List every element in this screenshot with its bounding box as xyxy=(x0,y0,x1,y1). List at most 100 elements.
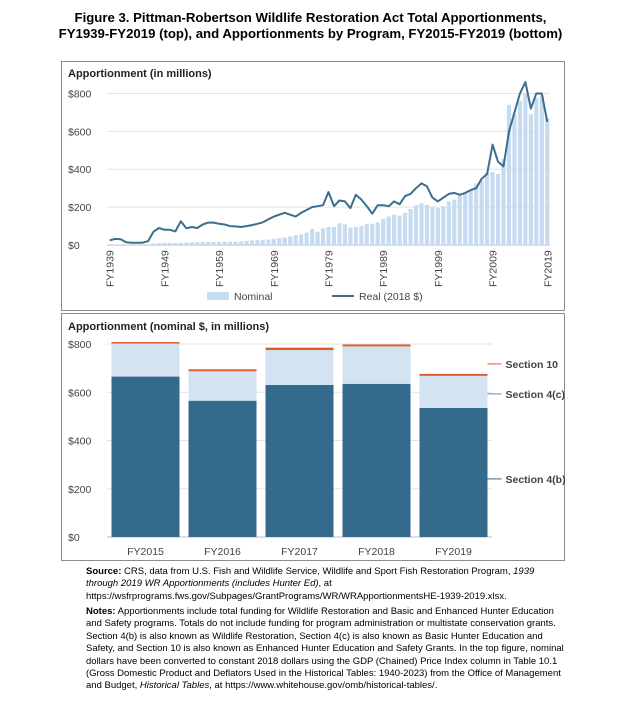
bar-section-4b xyxy=(265,385,334,537)
legend-swatch-nominal xyxy=(207,292,229,300)
nominal-bar xyxy=(206,241,211,245)
nominal-bar xyxy=(156,243,162,245)
nominal-bar xyxy=(304,232,309,245)
nominal-bar xyxy=(446,201,451,245)
x-tick-label: FY2016 xyxy=(204,546,241,558)
nominal-bar xyxy=(331,227,337,245)
x-tick-label: FY1969 xyxy=(269,250,281,287)
nominal-bar xyxy=(222,241,227,245)
top-chart: Apportionment (in millions) $0 $200 $400 $60… xyxy=(68,68,554,303)
bar-section-10 xyxy=(111,342,180,344)
nominal-bar xyxy=(249,240,255,245)
nominal-bar xyxy=(299,234,304,245)
nominal-bar xyxy=(260,239,265,245)
nominal-bar xyxy=(512,114,517,245)
nominal-bar xyxy=(545,118,550,245)
y-tick-label: $400 xyxy=(68,164,92,176)
nominal-bar xyxy=(266,239,271,245)
bar-section-4c xyxy=(111,342,180,377)
x-tick-label: FY2017 xyxy=(281,546,318,558)
nominal-bar xyxy=(495,173,501,245)
bar-section-10 xyxy=(265,347,334,351)
nominal-bar xyxy=(277,238,282,245)
bar-section-10 xyxy=(419,373,488,376)
nominal-bar xyxy=(430,207,435,245)
nominal-bar xyxy=(517,101,522,245)
x-tick-label: FY1949 xyxy=(159,250,171,287)
x-tick-label: FY1999 xyxy=(433,250,445,287)
nominal-bar xyxy=(386,216,391,245)
figure-title: Figure 3. Pittman-Robertson Wildlife Res… xyxy=(20,10,601,42)
x-tick-label: FY1939 xyxy=(105,250,117,287)
bar-section-4b xyxy=(111,376,180,537)
nominal-bar xyxy=(479,180,484,245)
y-axis-title: Apportionment (nominal $, in millions) xyxy=(68,321,269,333)
nominal-bar xyxy=(271,238,276,245)
y-axis-title: Apportionment (in millions) xyxy=(68,68,212,80)
nominal-bar xyxy=(255,240,260,245)
x-tick-label: FY1959 xyxy=(214,250,226,287)
nominal-bar xyxy=(217,241,222,245)
nominal-bar xyxy=(397,215,402,245)
nominal-bar xyxy=(359,226,364,245)
source-label: Source: xyxy=(86,566,122,577)
x-tick-label: FY2019 xyxy=(435,546,472,558)
y-tick-label: $800 xyxy=(68,339,92,351)
nominal-bar xyxy=(402,212,408,245)
bar-section-4b xyxy=(342,383,411,537)
y-tick-label: $200 xyxy=(68,484,92,496)
nominal-bar xyxy=(238,241,244,245)
nominal-bar xyxy=(424,204,430,245)
nominal-bar xyxy=(457,195,462,245)
nominal-bar xyxy=(534,98,539,245)
notes-text-2: , at https://www.whitehouse.gov/omb/hist… xyxy=(209,680,438,692)
legend-label-nominal: Nominal xyxy=(234,291,273,303)
nominal-bar xyxy=(539,95,544,245)
bar-section-4b xyxy=(188,400,257,537)
nominal-bar xyxy=(151,243,156,245)
source-text-2: , at https://wsfrprograms.fws.gov/Subpag… xyxy=(86,578,507,602)
nominal-bar xyxy=(364,224,369,245)
nominal-bar xyxy=(353,227,358,245)
nominal-bar xyxy=(375,222,380,245)
nominal-bar xyxy=(178,242,183,245)
nominal-bar xyxy=(244,241,249,245)
x-tick-label: FY1989 xyxy=(378,250,390,287)
legend-label-real: Real (2018 $) xyxy=(359,291,423,303)
nominal-bar xyxy=(342,224,347,245)
bar-section-4c xyxy=(265,350,334,386)
bar-section-4b xyxy=(419,407,488,537)
y-tick-label: $800 xyxy=(68,88,92,100)
y-tick-label: $600 xyxy=(68,126,92,138)
x-tick-label: FY2018 xyxy=(358,546,395,558)
nominal-bar xyxy=(288,236,293,245)
nominal-bar xyxy=(501,158,506,245)
nominal-bar xyxy=(485,173,490,245)
y-tick-label: $200 xyxy=(68,202,92,214)
y-tick-label: $400 xyxy=(68,436,92,448)
y-tick-label: $0 xyxy=(68,532,80,544)
bar-section-10 xyxy=(188,369,257,372)
nominal-bar xyxy=(233,241,238,245)
source-italic: 1939 through 2019 WR Apportionments (inc… xyxy=(86,566,535,590)
source-note: Source: CRS, data from U.S. Fish and Wil… xyxy=(86,566,566,603)
x-tick-label: FY2015 xyxy=(127,546,164,558)
nominal-bar xyxy=(419,203,424,245)
nominal-bar xyxy=(408,209,413,245)
x-tick-label: FY2019 xyxy=(542,250,554,287)
nominal-bar xyxy=(310,228,315,245)
bar-section-10 xyxy=(342,344,411,347)
nominal-bar xyxy=(528,114,533,245)
bottom-chart-panel: Apportionment (nominal $, in millions) $0… xyxy=(61,313,566,561)
nominal-bar xyxy=(173,242,178,245)
y-tick-label: $0 xyxy=(68,240,80,252)
notes-text: Apportionments include total funding for… xyxy=(86,606,564,692)
nominal-bar xyxy=(392,214,397,245)
nominal-bar xyxy=(167,242,172,245)
nominal-bar xyxy=(227,241,233,245)
nominal-bar xyxy=(452,199,457,245)
nominal-bar xyxy=(189,242,194,245)
nominal-bar xyxy=(184,242,189,245)
top-chart-panel: Apportionment (in millions) $0 $200 $400 $60… xyxy=(61,61,565,311)
label-section-10: Section 10 xyxy=(506,359,559,371)
